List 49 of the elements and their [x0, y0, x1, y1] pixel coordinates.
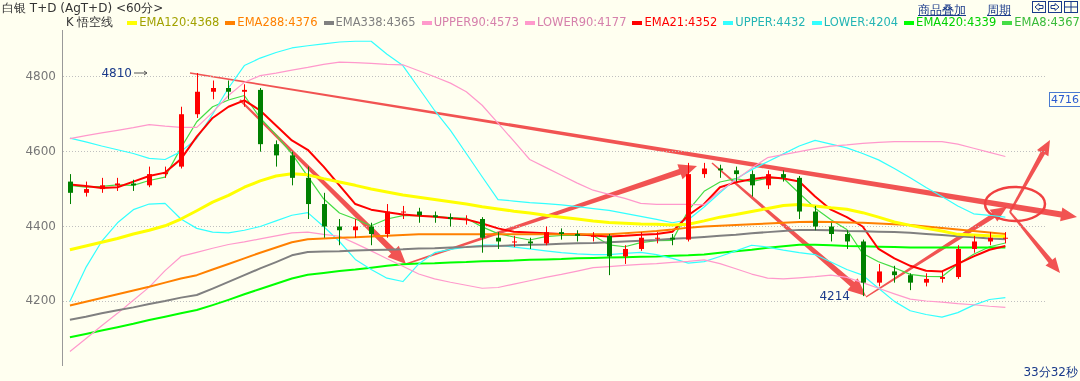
legend-label: UPPER90:4573 [433, 15, 519, 29]
candlestick [607, 233, 612, 276]
candlestick [401, 205, 406, 220]
text: 商品叠加 [918, 2, 966, 17]
legend-label: EMA288:4376 [237, 15, 318, 29]
candlestick [385, 203, 390, 239]
text: 周期 [987, 2, 1011, 17]
candlestick [813, 205, 818, 231]
candlestick [845, 229, 850, 250]
candlestick [68, 173, 73, 205]
text: 4716 [1049, 92, 1080, 107]
annotation: 4214 [819, 289, 850, 303]
legend-label: UPPER:4432 [735, 15, 806, 29]
y-tick-label: 4200 [25, 293, 56, 308]
candlestick [448, 212, 453, 228]
candlestick [829, 222, 834, 242]
legend-label: LOWER90:4177 [537, 15, 627, 29]
legend-label: EMA420:4339 [916, 15, 997, 29]
candlestick [211, 80, 216, 100]
candlestick [655, 231, 660, 244]
candlestick [877, 263, 882, 287]
candlestick [226, 80, 231, 100]
candlestick [623, 244, 628, 265]
legend-label: EMA338:4365 [335, 15, 416, 29]
annotation: 33分32秒 [1023, 364, 1078, 381]
candlestick [544, 226, 549, 246]
candlestick [480, 216, 485, 254]
y-tick-label: 4800 [25, 68, 56, 83]
legend-label: LOWER:4204 [823, 15, 899, 29]
legend-title: K 悟空线 [66, 15, 114, 29]
candlestick [322, 192, 327, 239]
candlestick [639, 231, 644, 252]
legend-label: EMA8:4367 [1014, 15, 1080, 29]
candlestick [559, 227, 564, 241]
candlestick [195, 72, 200, 119]
legend-label: EMA21:4352 [644, 15, 718, 29]
candlestick [290, 151, 295, 186]
candlestick [750, 169, 755, 198]
legend-label: EMA120:4368 [139, 15, 220, 29]
chart-title: 白银 T+D (AgT+D) <60分> [2, 0, 164, 16]
candlestick [766, 169, 771, 190]
candlestick [274, 139, 279, 168]
candlestick [1003, 231, 1008, 244]
candlestick [512, 235, 517, 248]
annotation: 4810 [101, 66, 132, 80]
y-tick-label: 4600 [25, 143, 56, 158]
candlestick [147, 166, 152, 188]
y-tick-label: 4400 [25, 218, 56, 233]
candlestick [369, 222, 374, 246]
